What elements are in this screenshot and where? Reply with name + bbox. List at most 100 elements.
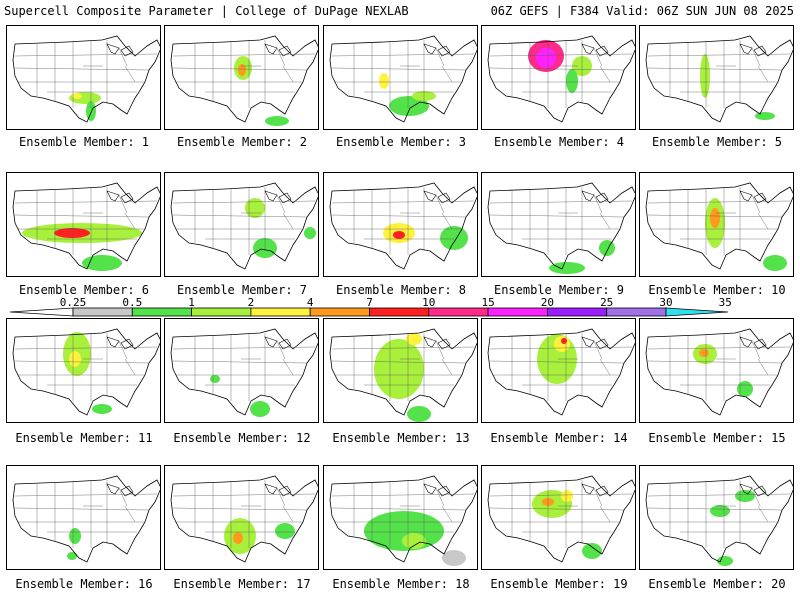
- scp-contour-fill: [407, 406, 431, 422]
- ensemble-member-map: [323, 172, 478, 277]
- legend-color-swatch: [369, 307, 430, 317]
- us-map: [12, 475, 160, 563]
- scp-contour-fill: [265, 116, 289, 126]
- us-map: [645, 475, 793, 566]
- great-lakes: [581, 483, 609, 497]
- legend-threshold-label: 2: [247, 296, 255, 309]
- state-border: [647, 200, 791, 204]
- scp-contour-fill: [304, 227, 316, 239]
- state-border: [647, 53, 791, 57]
- scp-contour-fill: [389, 96, 429, 116]
- great-lakes: [423, 190, 451, 204]
- state-border: [124, 505, 136, 523]
- us-map: [329, 475, 477, 566]
- scp-contour-fill: [700, 54, 710, 98]
- scp-contour-fill: [554, 336, 570, 352]
- great-lakes: [106, 336, 134, 350]
- great-lakes: [423, 483, 451, 497]
- great-lakes: [739, 190, 767, 204]
- state-border: [331, 67, 467, 71]
- state-border: [647, 214, 783, 218]
- scp-contour-fill: [561, 490, 573, 502]
- scp-contour-fill: [238, 64, 246, 76]
- state-border: [118, 194, 128, 214]
- state-border: [647, 493, 791, 497]
- state-border: [593, 47, 603, 67]
- us-map: [645, 35, 793, 123]
- state-border: [751, 47, 761, 67]
- state-border: [276, 487, 286, 507]
- scp-contour-fill: [737, 381, 753, 397]
- legend-color-swatch: [131, 307, 193, 317]
- scp-contour-fill: [599, 240, 615, 256]
- great-lakes: [581, 43, 609, 57]
- coastline: [170, 328, 318, 416]
- state-border: [331, 360, 467, 364]
- state-border: [282, 212, 294, 230]
- ensemble-member-map: [481, 25, 636, 130]
- state-border: [14, 493, 158, 497]
- map-title: Supercell Composite Parameter | College …: [4, 4, 409, 18]
- coastline: [487, 182, 635, 270]
- scp-contour-fill: [402, 533, 426, 549]
- state-border: [489, 53, 633, 57]
- scp-contour-fill: [710, 505, 730, 517]
- state-border: [331, 507, 467, 511]
- legend-color-swatch: [309, 307, 370, 317]
- ensemble-member-map: [323, 318, 478, 423]
- ensemble-member-map: [6, 318, 161, 423]
- ensemble-member-map: [6, 465, 161, 570]
- scp-contour-fill: [717, 556, 733, 566]
- state-border: [172, 360, 308, 364]
- us-map: [329, 35, 477, 123]
- ensemble-member-map: [164, 465, 319, 570]
- us-map: [645, 328, 793, 416]
- state-border: [647, 360, 783, 364]
- state-border: [331, 346, 475, 350]
- state-border: [282, 505, 294, 523]
- state-border: [276, 340, 286, 360]
- coastline: [170, 182, 318, 270]
- us-map: [487, 35, 635, 123]
- ensemble-member-map: [6, 172, 161, 277]
- scp-contour-fill: [763, 255, 787, 271]
- legend-threshold-label: 20: [540, 296, 555, 309]
- ensemble-member-map: [481, 318, 636, 423]
- state-border: [593, 487, 603, 507]
- ensemble-member-label: Ensemble Member: 19: [490, 577, 628, 591]
- state-border: [172, 53, 316, 57]
- great-lakes: [581, 190, 609, 204]
- state-border: [124, 358, 136, 376]
- state-border: [757, 505, 769, 523]
- state-border: [751, 340, 761, 360]
- ensemble-member-label: Ensemble Member: 5: [651, 135, 783, 149]
- scp-contour-fill: [440, 226, 468, 250]
- ensemble-member-map: [481, 172, 636, 277]
- legend-colorbar: [9, 307, 729, 317]
- state-border: [647, 67, 783, 71]
- legend-color-swatch: [72, 307, 133, 317]
- legend-threshold-label: 10: [422, 296, 436, 309]
- scp-contour-fill: [67, 552, 77, 560]
- legend-color-swatch: [250, 307, 311, 317]
- state-border: [757, 212, 769, 230]
- scp-contour-fill: [393, 231, 405, 239]
- us-map: [12, 182, 160, 271]
- coastline: [645, 328, 793, 416]
- ensemble-member-map: [323, 465, 478, 570]
- state-border: [489, 346, 633, 350]
- scp-contour-fill: [699, 349, 709, 357]
- state-border: [489, 360, 625, 364]
- state-border: [489, 200, 633, 204]
- ensemble-member-label: Ensemble Member: 8: [335, 283, 467, 297]
- state-border: [599, 65, 611, 83]
- ensemble-member-label: Ensemble Member: 7: [176, 283, 308, 297]
- us-map: [12, 328, 160, 416]
- state-border: [331, 214, 467, 218]
- state-border: [441, 212, 453, 230]
- state-border: [599, 505, 611, 523]
- ensemble-member-label: Ensemble Member: 16: [15, 577, 153, 591]
- scp-contour-fill: [72, 93, 82, 99]
- scp-contour-fill: [69, 528, 81, 544]
- ensemble-member-label: Ensemble Member: 15: [648, 431, 786, 445]
